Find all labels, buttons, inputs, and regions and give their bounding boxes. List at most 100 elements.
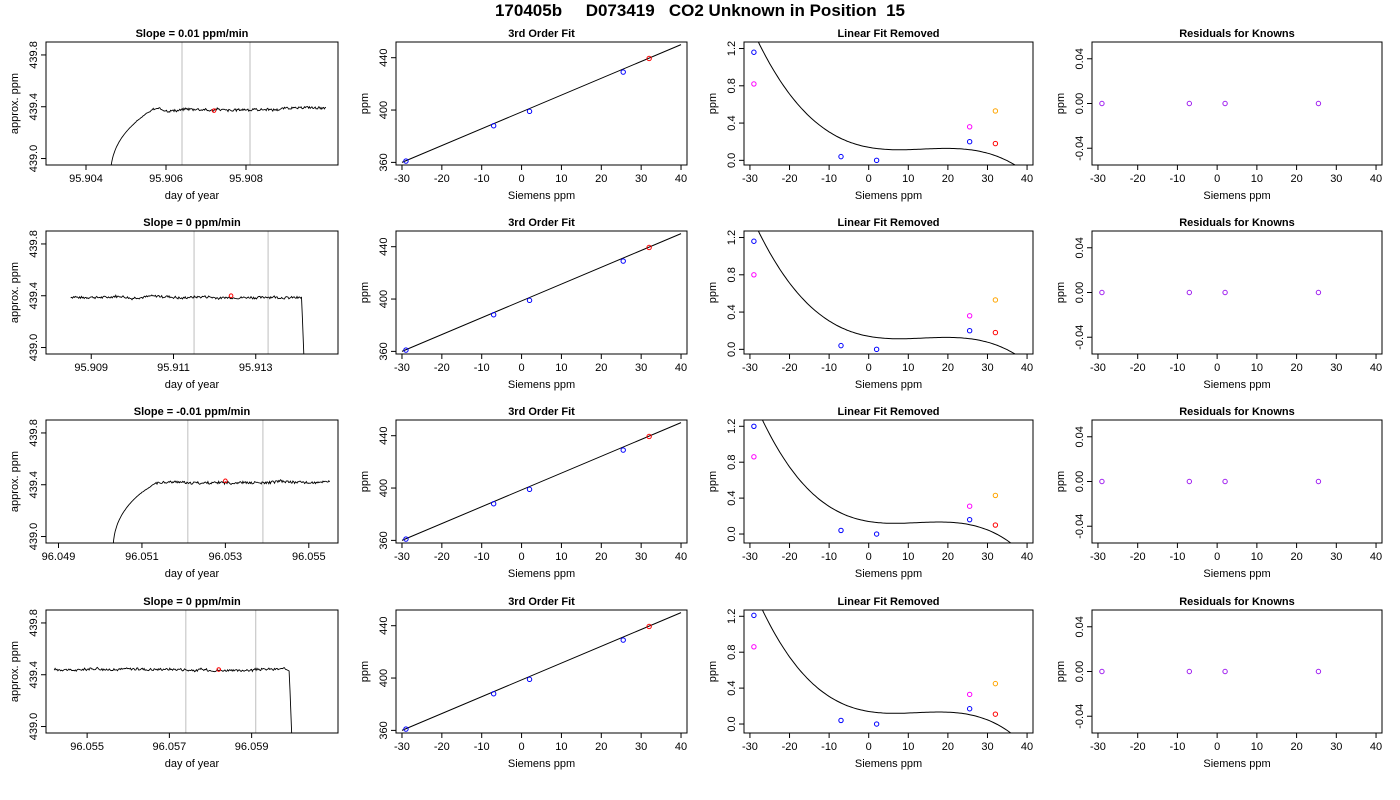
data-point: [526, 676, 533, 683]
y-axis-label: ppm: [707, 93, 719, 114]
plot-area: [401, 612, 682, 732]
data-point: [751, 612, 757, 619]
x-tick-label: -20: [1130, 362, 1146, 374]
data-point: [992, 522, 999, 528]
y-tick-label: 0.00: [1074, 282, 1086, 303]
plot-area: [401, 422, 682, 542]
data-point: [966, 124, 973, 130]
x-tick-label: 10: [902, 551, 914, 563]
x-tick-label: 0: [866, 551, 872, 563]
data-point: [992, 108, 999, 114]
data-point: [646, 433, 652, 440]
x-tick-label: 40: [1370, 173, 1382, 185]
panel-title: 3rd Order Fit: [508, 406, 575, 418]
panel-linear-fit-removed-2: Linear Fit Removed -30 -20 -10 0 10 20 30 40 0.0 0…: [707, 217, 1034, 391]
y-tick-label: 0.0: [726, 716, 738, 731]
data-point: [490, 501, 497, 507]
y-tick-label: 0.8: [726, 645, 738, 660]
fit-curve: [761, 420, 1012, 543]
data-point: [1099, 478, 1105, 485]
x-tick-label: 0: [1214, 362, 1220, 374]
data-point: [526, 108, 533, 115]
x-tick-label: -30: [394, 741, 410, 753]
x-tick-label: -30: [1090, 362, 1106, 374]
data-point: [992, 680, 999, 687]
plot-frame: [45, 230, 339, 355]
x-tick-label: 10: [1251, 551, 1263, 563]
y-tick-label: 0.04: [1074, 426, 1086, 447]
data-point: [1186, 289, 1193, 296]
panel-cubic-fit-2: 3rd Order Fit -30 -20 -10 0 10 20 30 40 360 400 440…: [359, 217, 688, 391]
data-point: [966, 328, 973, 334]
x-tick-label: -20: [1130, 551, 1146, 563]
x-tick-label: -20: [782, 362, 798, 374]
y-axis-label: approx. ppm: [9, 73, 21, 134]
x-tick-label: 96.059: [235, 741, 269, 753]
plot-frame: [1091, 41, 1383, 166]
x-tick-label: 30: [981, 741, 993, 753]
data-point: [1315, 100, 1322, 107]
x-tick-label: 10: [1251, 741, 1263, 753]
y-tick-label: 0.0: [726, 342, 738, 357]
x-tick-label: 40: [1370, 551, 1382, 563]
plot-area: [53, 610, 293, 733]
x-tick-label: 30: [981, 173, 993, 185]
data-point: [1186, 100, 1193, 107]
data-point: [620, 447, 626, 453]
x-axis-label: Siemens ppm: [1203, 568, 1270, 580]
x-tick-label: 96.053: [209, 551, 243, 563]
x-tick-label: -10: [474, 362, 490, 374]
y-tick-label: 0.8: [726, 267, 738, 282]
y-tick-label: 0.0: [726, 526, 738, 541]
y-tick-label: 439.0: [28, 523, 40, 551]
panel-title: Slope = 0.01 ppm/min: [136, 28, 249, 40]
y-tick-label: 439.4: [28, 282, 40, 310]
y-tick-label: -0.04: [1074, 704, 1086, 729]
x-tick-label: -20: [782, 551, 798, 563]
x-tick-label: 95.906: [149, 173, 183, 185]
data-point: [1315, 289, 1322, 296]
x-tick-label: 20: [1290, 362, 1302, 374]
x-tick-label: 96.051: [125, 551, 159, 563]
x-tick-label: 30: [981, 362, 993, 374]
x-tick-label: 20: [942, 551, 954, 563]
y-tick-label: 0.8: [726, 78, 738, 93]
x-tick-label: -30: [742, 741, 758, 753]
mean-marker: [216, 667, 222, 672]
data-point: [1315, 668, 1322, 675]
data-point: [490, 123, 497, 129]
fit-line: [401, 612, 682, 731]
x-tick-label: 0: [866, 741, 872, 753]
x-tick-label: -30: [394, 173, 410, 185]
data-point: [1222, 478, 1228, 485]
panel-residuals-1: Residuals for Knowns -30 -20 -10 0 10 20 30 40 -0…: [1055, 28, 1383, 202]
x-tick-label: -30: [1090, 551, 1106, 563]
x-tick-label: 95.909: [74, 362, 108, 374]
y-tick-label: 0.4: [726, 490, 738, 505]
y-axis-label: ppm: [707, 661, 719, 682]
concentration-trace: [70, 294, 305, 354]
x-tick-label: 30: [981, 551, 993, 563]
data-point: [966, 516, 973, 523]
mean-marker: [211, 108, 217, 113]
x-tick-label: 40: [675, 741, 687, 753]
fit-curve: [757, 42, 1016, 165]
plot-frame: [1091, 609, 1383, 734]
data-point: [966, 706, 973, 712]
data-point: [838, 153, 844, 160]
data-point: [873, 346, 880, 353]
panel-title: Residuals for Knowns: [1179, 217, 1295, 229]
x-tick-label: 95.913: [239, 362, 273, 374]
panel-title: Slope = -0.01 ppm/min: [134, 406, 251, 418]
plot-frame: [1091, 230, 1383, 355]
y-axis-label: ppm: [1055, 471, 1067, 492]
mean-marker: [228, 293, 234, 299]
x-tick-label: 0: [1214, 741, 1220, 753]
x-tick-label: 20: [1290, 173, 1302, 185]
y-tick-label: 439.8: [28, 609, 40, 637]
x-tick-label: -20: [434, 362, 450, 374]
x-tick-label: 10: [555, 741, 567, 753]
x-tick-label: 40: [675, 362, 687, 374]
data-point: [751, 81, 757, 87]
data-point: [838, 342, 844, 349]
